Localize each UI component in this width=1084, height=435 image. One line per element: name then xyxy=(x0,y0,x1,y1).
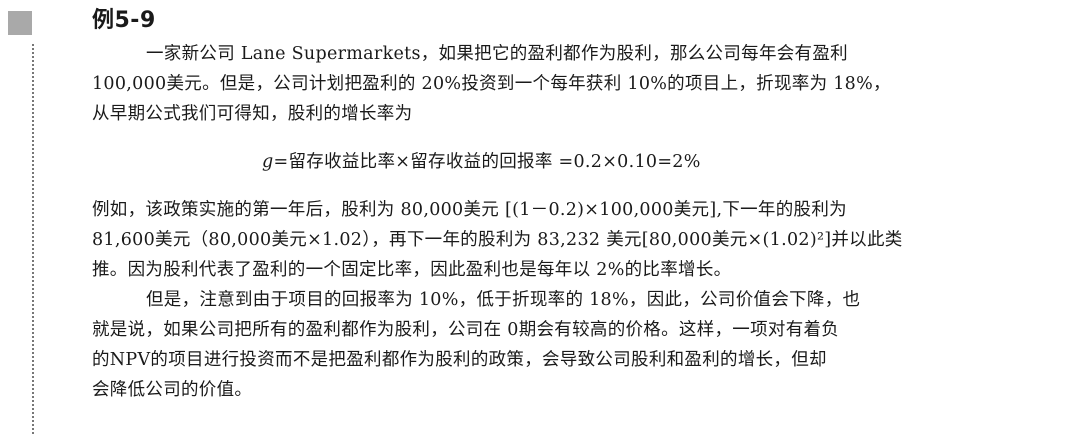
example-block: 例5-9 一家新公司 Lane Supermarkets，如果把它的盈利都作为股… xyxy=(92,5,1052,405)
example-title: 例5-9 xyxy=(92,8,156,33)
paragraph-line: 81,600美元（80,000美元×1.02），再下一年的股利为 83,232 … xyxy=(92,230,903,250)
growth-rate-formula: g=留存收益比率×留存收益的回报率 =0.2×0.10=2% xyxy=(92,147,1052,177)
paragraph-line: 一家新公司 Lane Supermarkets，如果把它的盈利都作为股利，那么公… xyxy=(146,44,848,64)
paragraph-line: 但是，注意到由于项目的回报率为 10%，低于折现率的 18%，因此，公司价值会下… xyxy=(146,290,861,310)
paragraph-line: 推。因为股利代表了盈利的一个固定比率，因此盈利也是每年以 2%的比率增长。 xyxy=(92,260,732,280)
paragraph-line: 100,000美元。但是，公司计划把盈利的 20%投资到一个每年获利 10%的项… xyxy=(92,74,891,94)
gutter-dotted-rule xyxy=(32,44,34,434)
dividend-example-paragraph: 例如，该政策实施的第一年后，股利为 80,000美元 [(1－0.2)×100,… xyxy=(92,195,1052,285)
paragraph-line: 会降低公司的价值。 xyxy=(92,380,253,400)
gutter-square-marker xyxy=(8,11,32,35)
conclusion-paragraph: 但是，注意到由于项目的回报率为 10%，低于折现率的 18%，因此，公司价值会下… xyxy=(92,285,1052,405)
intro-paragraph: 一家新公司 Lane Supermarkets，如果把它的盈利都作为股利，那么公… xyxy=(92,39,1052,129)
paragraph-line: 例如，该政策实施的第一年后，股利为 80,000美元 [(1－0.2)×100,… xyxy=(92,200,847,220)
paragraph-line: 的NPV的项目进行投资而不是把盈利都作为股利的政策，会导致公司股利和盈利的增长，… xyxy=(92,350,827,370)
paragraph-line: 从早期公式我们可得知，股利的增长率为 xyxy=(92,104,413,124)
formula-expression: =留存收益比率×留存收益的回报率 =0.2×0.10=2% xyxy=(273,152,701,172)
formula-variable: g xyxy=(262,152,274,172)
paragraph-line: 就是说，如果公司把所有的盈利都作为股利，公司在 0期会有较高的价格。这样，一项对… xyxy=(92,320,840,340)
